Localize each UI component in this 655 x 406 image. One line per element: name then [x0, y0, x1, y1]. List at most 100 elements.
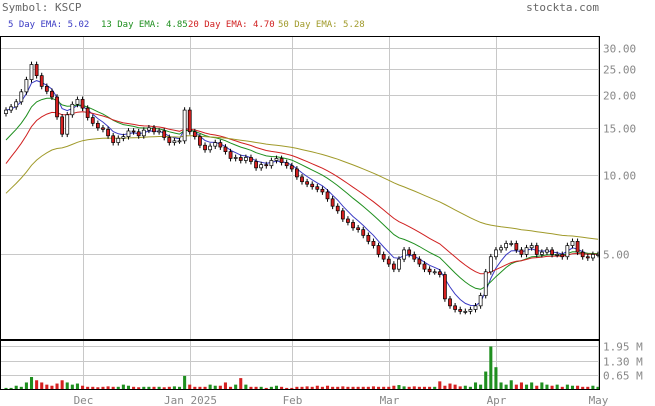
candle [320, 186, 325, 195]
volume-bar [305, 386, 309, 389]
price-panel-frame [0, 36, 600, 340]
candle [14, 98, 19, 110]
volume-panel-frame [0, 340, 600, 390]
price-tick-label: 20.00 [603, 90, 636, 103]
candle [152, 125, 156, 135]
candle [259, 161, 264, 171]
candle [310, 181, 315, 190]
volume-bar [218, 385, 222, 389]
candle [269, 157, 274, 169]
volume-bar [285, 387, 289, 389]
volume-bar [50, 385, 54, 389]
volume-bar [269, 386, 273, 389]
volume-bar [336, 386, 340, 389]
candle [70, 101, 75, 118]
candle [443, 271, 447, 302]
volume-bar [519, 382, 523, 389]
candle [463, 308, 468, 315]
ema-line [5, 111, 599, 275]
volume-bar [550, 385, 554, 389]
candle [192, 128, 197, 140]
volume-bar [234, 384, 238, 389]
volume-bar [75, 383, 79, 389]
candle [580, 249, 585, 260]
volume-bar [545, 384, 549, 389]
candle [524, 244, 529, 258]
volume-bar [576, 385, 580, 389]
volume-bar [346, 386, 350, 389]
candle [157, 128, 161, 135]
ema-legend: 5 Day EMA: 5.02 13 Day EMA: 4.85 20 Day EM… [8, 20, 365, 30]
candle [499, 244, 503, 253]
volume-bar [331, 386, 335, 389]
volume-bar [35, 380, 39, 389]
candle [448, 296, 452, 309]
legend-item: 5 Day EMA: 5.02 [8, 20, 89, 30]
candle [315, 183, 320, 193]
volume-bar [45, 384, 49, 389]
candle [203, 142, 207, 153]
candle [295, 166, 299, 180]
candle [101, 125, 105, 133]
volume-bar [315, 385, 319, 389]
candle [208, 143, 213, 153]
price-tick-label: 25.00 [603, 64, 636, 77]
volume-bar [188, 384, 192, 389]
volume-bar [463, 385, 467, 389]
volume-bar [14, 385, 18, 389]
candle [468, 306, 473, 315]
candle [473, 303, 478, 313]
candle [289, 162, 294, 172]
candle [351, 219, 355, 231]
volume-tick-label: 1.30 M [603, 356, 643, 369]
candle [213, 139, 218, 150]
volume-tick-label: 1.95 M [603, 341, 643, 354]
candle [519, 247, 524, 258]
candle [402, 247, 406, 263]
volume-bar [162, 387, 166, 389]
volume-bar [479, 384, 483, 389]
volume-axis: 1.95 M 1.30 M0.65 M [603, 341, 643, 383]
candle [453, 303, 457, 313]
volume-bar [428, 386, 432, 389]
candle [198, 133, 202, 149]
candle [187, 107, 192, 135]
candle [565, 242, 570, 260]
volume-bar [60, 380, 64, 389]
legend-item: 50 Day EMA: 5.28 [278, 20, 365, 30]
date-tick-label: Apr [487, 394, 507, 406]
candle [19, 89, 24, 105]
volume-bar [499, 382, 503, 389]
candle [136, 128, 141, 139]
legend-item: 20 Day EMA: 4.70 [188, 20, 275, 30]
volume-bar [402, 386, 406, 389]
volume-bar [412, 386, 416, 389]
price-tick-label: 5.00 [603, 249, 630, 262]
date-tick-label: Jan 2025 [164, 394, 217, 406]
volume-bar [223, 382, 227, 389]
candle [228, 148, 233, 162]
candle [60, 114, 65, 138]
volume-bar [55, 383, 59, 389]
volume-tick-label: 0.65 M [603, 370, 643, 383]
volume-bar [377, 386, 381, 389]
candle [95, 120, 100, 131]
volume-bar [484, 371, 488, 389]
price-axis: 30.00 25.00 20.00 15.00 10.00 5.00 [603, 43, 636, 262]
volume-grid [1, 341, 599, 389]
candle [514, 240, 519, 253]
candle [162, 128, 167, 141]
volume-bar [320, 386, 324, 389]
candle [483, 268, 488, 299]
candle [504, 240, 509, 251]
candle [90, 114, 95, 127]
ema-line [5, 135, 599, 240]
candle [39, 72, 44, 90]
candle [121, 133, 126, 142]
candle [534, 242, 539, 258]
volume-bar [535, 385, 539, 389]
candle [550, 247, 554, 258]
candle [371, 238, 376, 249]
date-tick-label: Mar [380, 394, 400, 406]
